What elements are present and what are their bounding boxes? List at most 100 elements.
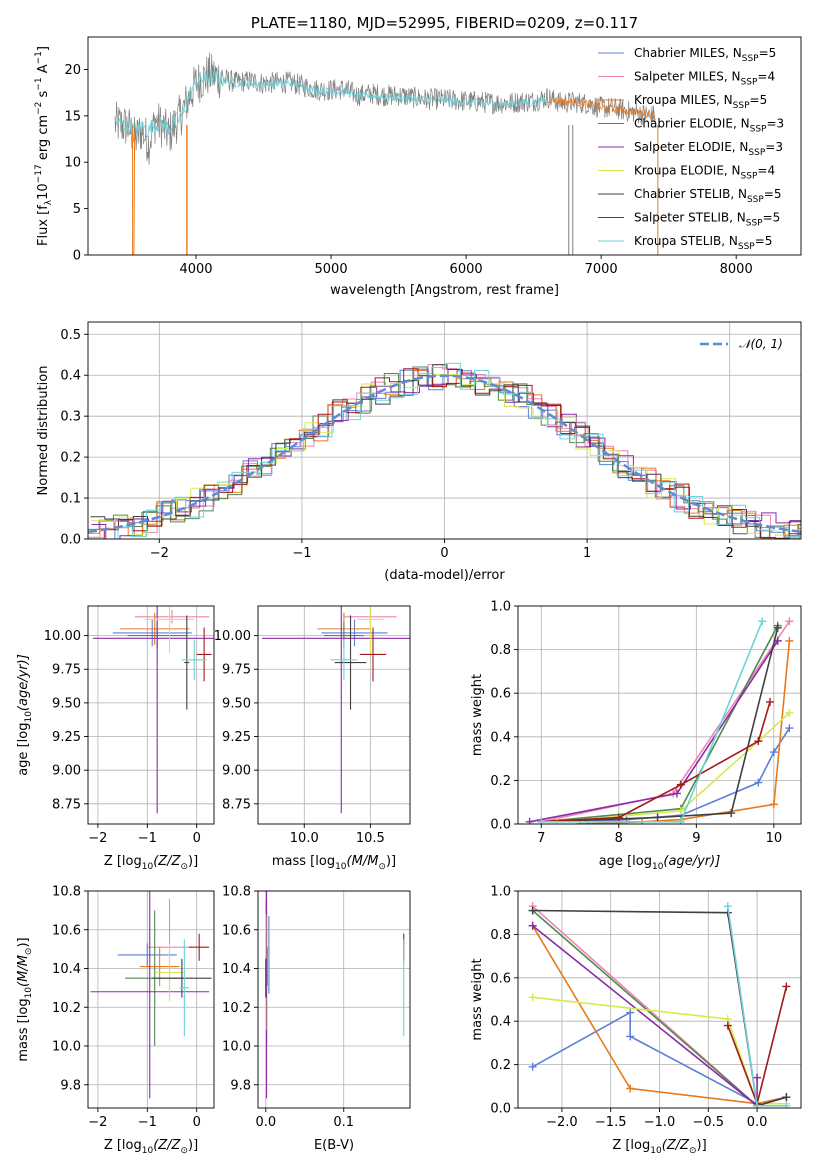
- y-axis-label: Flux [fλ10−17 erg cm−2 s−1 A−1]: [34, 46, 54, 246]
- errorbar-salpeter-elodie: [261, 606, 410, 814]
- legend-label: Kroupa MILES, NSSP=5: [634, 93, 767, 111]
- y-tick-label: 10.6: [222, 923, 251, 938]
- axes-frame: [257, 890, 411, 1109]
- errorbar-kroupa-miles: [139, 947, 180, 986]
- legend-label: Salpeter ELODIE, NSSP=3: [634, 140, 783, 158]
- plot-area: [528, 902, 791, 1108]
- y-tick-label: 10.4: [222, 962, 251, 977]
- y-axis-label: mass weight: [470, 674, 485, 756]
- plot-area: [261, 606, 410, 814]
- label-part: 10: [652, 862, 664, 872]
- label-part: (Z/Z: [662, 1138, 690, 1153]
- label-part: )]: [697, 1138, 707, 1153]
- y-tick-label: 0.5: [60, 328, 81, 343]
- legend-label: 𝒩(0, 1): [739, 337, 783, 351]
- data-point: [626, 1084, 635, 1093]
- x-tick-label: 10.5: [356, 831, 385, 846]
- series-line: [541, 620, 763, 823]
- x-tick-label: 0.0: [255, 1115, 276, 1130]
- series-line: [529, 640, 779, 823]
- legend-label: Chabrier ELODIE, NSSP=3: [634, 117, 784, 135]
- y-tick-label: 0.6: [490, 971, 511, 986]
- label-part: age [log: [599, 854, 652, 869]
- y-tick-label: 10.2: [222, 1001, 251, 1016]
- y-axis-label: age [log10(age/yr)]: [16, 654, 34, 776]
- label-part: =3: [766, 117, 784, 131]
- label-part: )]: [16, 937, 31, 947]
- y-tick-label: 0.8: [490, 643, 511, 658]
- label-part: 10: [335, 862, 347, 872]
- y-tick-label: 10: [64, 156, 81, 171]
- legend-label: Salpeter STELIB, NSSP=5: [634, 211, 780, 229]
- legend-label: Chabrier STELIB, NSSP=5: [634, 187, 782, 205]
- data-point: [676, 780, 685, 789]
- label-part: =4: [757, 70, 775, 84]
- label-part: Z [log: [612, 1138, 650, 1153]
- plot-area: [114, 52, 659, 255]
- data-point: [727, 809, 736, 818]
- label-part: λ: [44, 199, 54, 205]
- label-part: Salpeter MILES, N: [634, 70, 741, 84]
- y-tick-label: 9.75: [222, 663, 251, 678]
- label-part: Chabrier STELIB, N: [634, 187, 747, 201]
- label-part: Kroupa ELODIE, N: [634, 164, 741, 178]
- label-part: SSP: [750, 125, 767, 135]
- gaussian-curve: [88, 374, 801, 534]
- label-part: =4: [757, 164, 775, 178]
- data-point: [528, 1062, 537, 1071]
- y-tick-label: 0.4: [490, 1015, 511, 1030]
- mass-vs-metallicity-panel: −2 −1 09.810.010.210.410.610.8Z [log10(Z/Z…: [16, 885, 215, 1156]
- data-point: [769, 748, 778, 757]
- x-tick-label: 2: [726, 546, 734, 561]
- histogram-chabrier-stelib: [90, 364, 801, 539]
- plot-area: [265, 891, 405, 1099]
- plot-area: [92, 606, 214, 814]
- x-axis-label: wavelength [Angstrom, rest frame]: [330, 283, 559, 298]
- x-tick-label: −1: [138, 1115, 157, 1130]
- spectrum-edge: [128, 134, 136, 255]
- label-part: Salpeter STELIB, N: [634, 211, 746, 225]
- y-tick-label: 0.3: [60, 410, 81, 425]
- label-part: )]: [188, 854, 198, 869]
- axes-frame: [87, 321, 802, 540]
- label-part: SSP: [741, 78, 758, 88]
- y-tick-label: 10.6: [52, 923, 81, 938]
- y-axis-label: Normed distribution: [36, 366, 51, 496]
- x-axis-label: mass [log10(M/M⊙)]: [272, 854, 396, 872]
- data-point: [537, 817, 546, 824]
- y-tick-label: 9.8: [230, 1078, 251, 1093]
- label-part: (M/M: [16, 955, 31, 987]
- data-point: [785, 617, 794, 626]
- series-line: [532, 909, 758, 1107]
- label-part: 10: [36, 183, 51, 200]
- y-tick-label: 0.0: [490, 818, 511, 833]
- y-tick-label: 0.2: [490, 1058, 511, 1073]
- label-part: SSP: [738, 242, 755, 252]
- data-point: [723, 902, 732, 911]
- label-part: mass [log: [272, 854, 335, 869]
- x-tick-label: −2: [88, 1115, 107, 1130]
- label-part: 10: [650, 1146, 662, 1156]
- data-point: [672, 789, 681, 798]
- x-tick-label: −2.0: [546, 1115, 578, 1130]
- label-part: Chabrier ELODIE, N: [634, 117, 750, 131]
- label-part: (Z/Z: [153, 1138, 181, 1153]
- axes-frame: [517, 890, 802, 1109]
- label-part: SSP: [747, 195, 764, 205]
- y-tick-label: 10.8: [222, 885, 251, 900]
- data-point: [753, 1073, 762, 1082]
- x-tick-label: 8000: [720, 262, 753, 277]
- y-tick-label: 0.4: [60, 369, 81, 384]
- label-part: Z [log: [104, 1138, 142, 1153]
- data-point: [754, 737, 763, 746]
- data-point: [528, 921, 537, 930]
- errorbar-kroupa-miles: [120, 612, 190, 646]
- x-tick-label: 7: [537, 831, 545, 846]
- axes-frame: [87, 605, 215, 825]
- y-tick-label: 9.8: [60, 1078, 81, 1093]
- label-part: SSP: [748, 148, 765, 158]
- series-chabrier-elodie: [528, 906, 762, 1108]
- errorbar-kroupa-stelib: [179, 939, 190, 1037]
- plot-area: [88, 362, 801, 539]
